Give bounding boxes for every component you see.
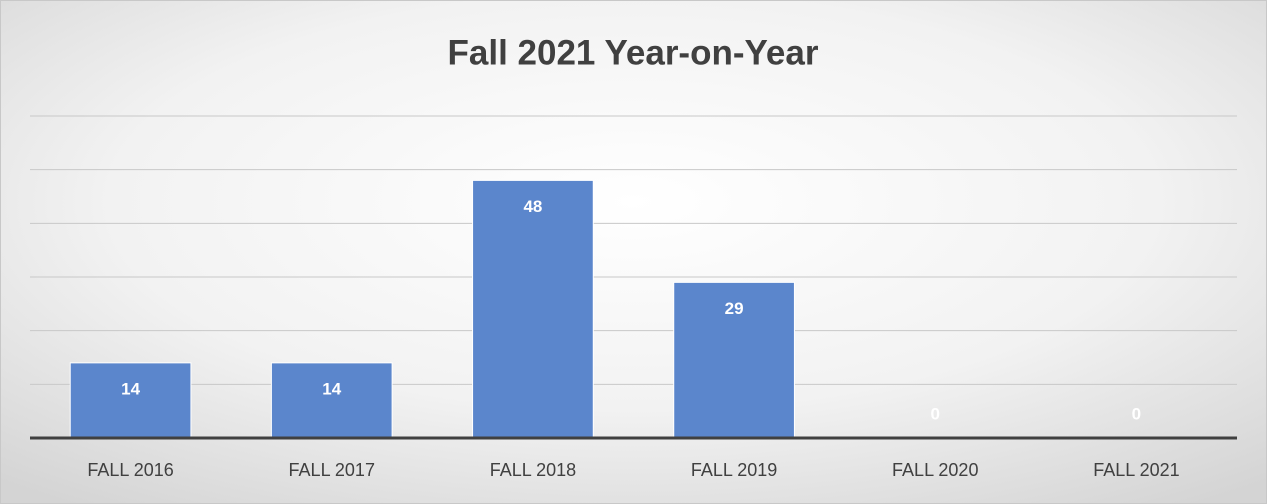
x-tick-label: FALL 2016 (87, 460, 173, 480)
data-label: 48 (523, 197, 542, 216)
x-tick-label: FALL 2019 (691, 460, 777, 480)
bar (673, 281, 795, 439)
data-label: 0 (1132, 404, 1141, 423)
data-label: 29 (725, 299, 744, 318)
data-label: 0 (931, 404, 940, 423)
chart-title: Fall 2021 Year-on-Year (448, 33, 819, 72)
data-label: 14 (121, 379, 140, 398)
bar (472, 179, 594, 439)
bar (69, 362, 192, 439)
x-tick-label: FALL 2020 (892, 460, 978, 480)
x-tick-label: FALL 2017 (289, 460, 375, 480)
bar (270, 362, 393, 439)
x-tick-label: FALL 2021 (1093, 460, 1179, 480)
x-tick-label: FALL 2018 (490, 460, 576, 480)
data-label: 14 (322, 379, 341, 398)
